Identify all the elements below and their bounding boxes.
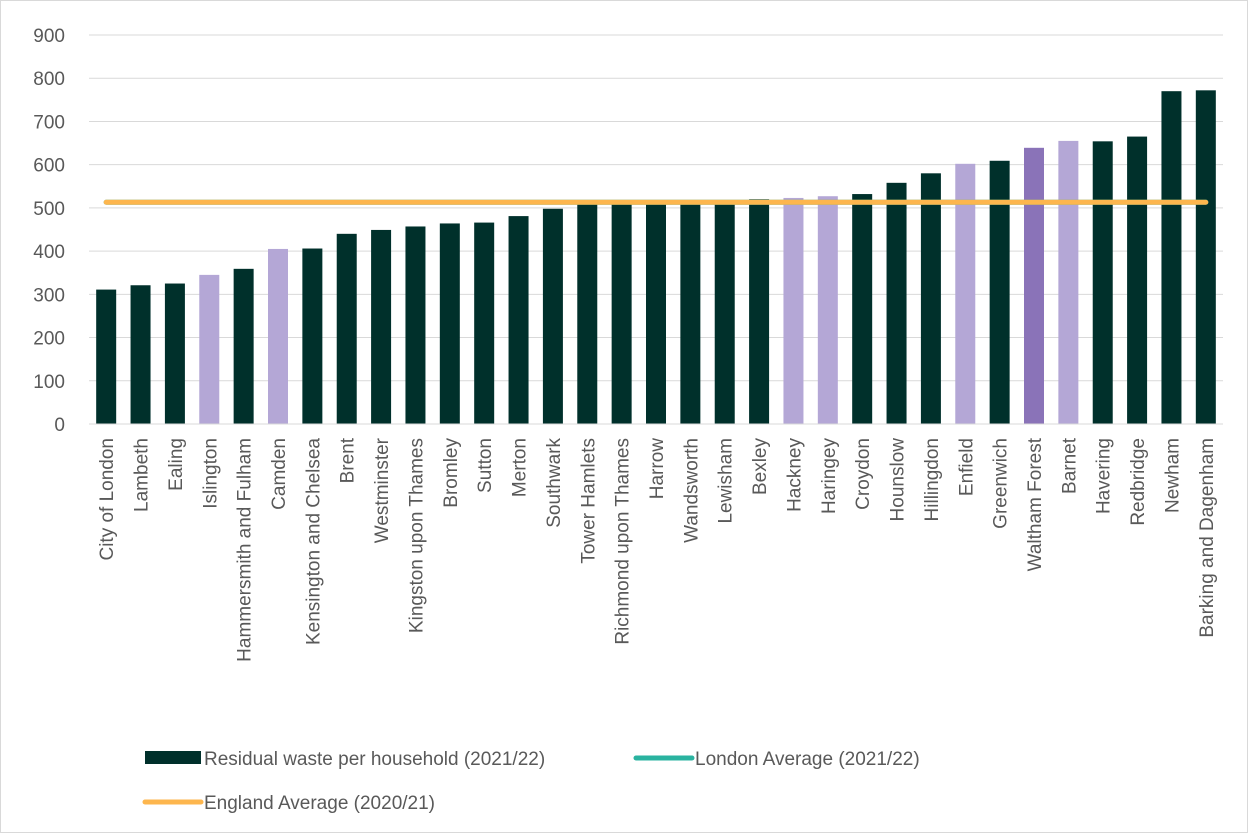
legend: Residual waste per household (2021/22) Lo…	[142, 749, 920, 814]
x-tick-label: Hackney	[784, 438, 805, 512]
x-tick-label: Lewisham	[716, 438, 737, 524]
x-tick-label: Bexley	[750, 438, 771, 496]
y-tick-label: 900	[33, 26, 65, 47]
bar-enfield	[955, 163, 976, 424]
x-tick-label: Merton	[510, 438, 531, 497]
legend-item: England Average (2020/21)	[142, 793, 435, 814]
x-tick-label: Westminster	[372, 437, 393, 543]
x-tick-label: Hillingdon	[922, 438, 943, 521]
x-tick-label: Havering	[1094, 438, 1115, 514]
bars	[96, 90, 1216, 425]
x-tick-label: Lambeth	[132, 438, 153, 512]
bar-bromley	[439, 223, 460, 424]
bar-redbridge	[1127, 136, 1148, 425]
bar-kensington-and-chelsea	[302, 248, 323, 424]
bar-barking-and-dagenham	[1195, 90, 1216, 424]
bar-hillingdon	[920, 173, 941, 424]
bar-richmond-upon-thames	[611, 203, 632, 424]
y-tick-label: 100	[33, 372, 65, 393]
bar-ealing	[164, 283, 185, 424]
bar-hammersmith-and-fulham	[233, 268, 254, 424]
legend-swatch	[145, 751, 201, 764]
bar-haringey	[817, 196, 838, 424]
y-tick-label: 500	[33, 199, 65, 220]
bar-wandsworth	[680, 202, 701, 424]
bar-newham	[1161, 91, 1182, 424]
bar-sutton	[474, 222, 495, 424]
x-tick-label: Barnet	[1059, 437, 1080, 494]
legend-label: England Average (2020/21)	[204, 793, 435, 814]
x-tick-label: Kensington and Chelsea	[303, 438, 324, 645]
x-tick-label: Enfield	[956, 438, 977, 496]
x-tick-label: Sutton	[475, 438, 496, 493]
x-tick-label: Brent	[338, 437, 359, 483]
x-axis: City of London Lambeth Ealing Islington Hamm…	[89, 423, 1223, 662]
bar-merton	[508, 216, 529, 424]
bar-camden	[268, 248, 288, 424]
legend-label: London Average (2021/22)	[695, 749, 920, 770]
y-tick-label: 700	[33, 112, 65, 133]
x-tick-label: Southwark	[544, 438, 565, 528]
bar-westminster	[371, 229, 392, 424]
x-tick-label: Richmond upon Thames	[613, 438, 634, 645]
bar-southwark	[542, 208, 563, 424]
x-tick-label: Newham	[1162, 438, 1183, 513]
x-tick-label: City of London	[97, 438, 118, 561]
y-tick-label: 600	[33, 156, 65, 177]
x-tick-label: Waltham Forest	[1025, 437, 1046, 571]
bar-waltham-forest	[1024, 147, 1044, 424]
x-tick-label: Harrow	[647, 438, 668, 500]
x-tick-label: Wandsworth	[681, 438, 702, 543]
bar-havering	[1092, 141, 1113, 424]
x-tick-label: Redbridge	[1128, 438, 1149, 526]
bar-barnet	[1058, 140, 1079, 424]
x-tick-label: Kingston upon Thames	[406, 438, 427, 633]
bar-islington	[199, 274, 220, 424]
y-axis: 0 100 200 300 400 500 600 700 800 900	[33, 26, 65, 436]
bar-bexley	[749, 199, 770, 424]
y-tick-label: 0	[54, 415, 65, 436]
x-tick-label: Hounslow	[888, 438, 909, 522]
legend-item: London Average (2021/22)	[633, 749, 920, 770]
x-tick-label: Ealing	[166, 438, 187, 491]
bar-kingston-upon-thames	[405, 226, 426, 424]
y-tick-label: 400	[33, 242, 65, 263]
bar-lambeth	[130, 285, 151, 424]
y-tick-label: 200	[33, 329, 65, 350]
x-tick-label: Tower Hamlets	[578, 438, 599, 564]
bar-greenwich	[989, 160, 1010, 424]
x-tick-label: Bromley	[441, 438, 462, 508]
bar-tower-hamlets	[577, 203, 598, 424]
y-tick-label: 300	[33, 285, 65, 306]
bar-brent	[336, 233, 357, 424]
bar-city-of-london	[96, 289, 117, 424]
x-tick-label: Hammersmith and Fulham	[235, 438, 256, 662]
bar-harrow	[646, 202, 666, 424]
x-tick-label: Camden	[269, 438, 290, 510]
bar-hackney	[783, 197, 804, 424]
legend-item: Residual waste per household (2021/22)	[145, 749, 545, 770]
x-tick-label: Barking and Dagenham	[1197, 438, 1218, 638]
bar-hounslow	[886, 182, 907, 424]
x-tick-label: Islington	[200, 438, 221, 509]
x-tick-label: Haringey	[819, 438, 840, 515]
bar-croydon	[852, 194, 873, 424]
x-tick-label: Croydon	[853, 438, 874, 510]
legend-label: Residual waste per household (2021/22)	[204, 749, 545, 770]
x-tick-label: Greenwich	[991, 438, 1012, 529]
bar-lewisham	[714, 201, 735, 424]
y-tick-label: 800	[33, 69, 65, 90]
